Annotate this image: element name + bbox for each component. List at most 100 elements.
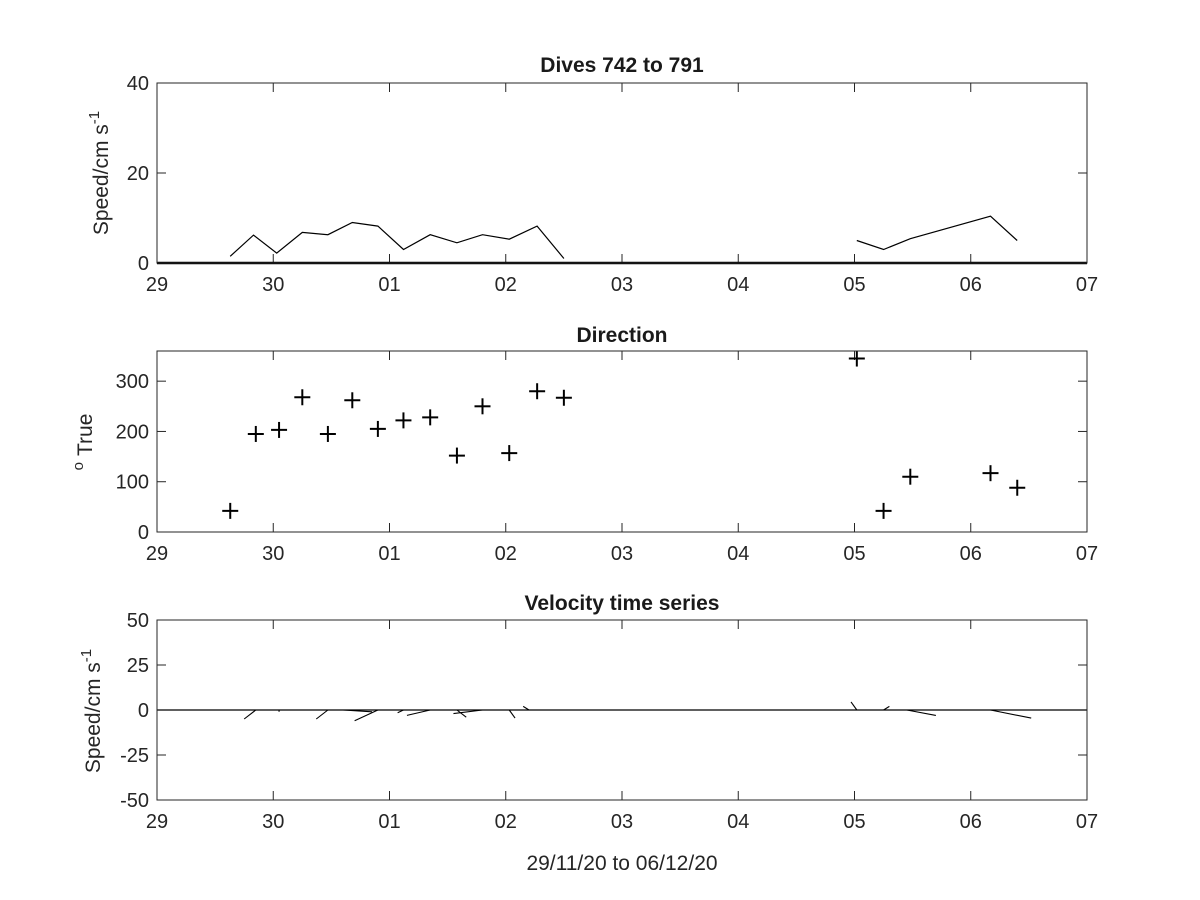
velocity-panel-stick <box>906 709 936 716</box>
velocity-panel-x-tick-label: 05 <box>843 811 865 833</box>
velocity-panel-axes-box <box>156 619 1088 801</box>
direction-panel: Direction oTrue 29 30 01 02 03 04 05 06 07 01002… <box>70 324 1098 565</box>
speed-panel-ylabel: Speed/cm s-1 <box>86 111 113 235</box>
speed-panel-y-tick-label: 40 <box>127 73 149 95</box>
direction-panel-x-tick-label: 30 <box>262 543 284 565</box>
velocity-panel-x-ticks: 29 30 01 02 03 04 05 06 07 <box>146 620 1098 833</box>
direction-panel-point <box>319 425 336 442</box>
direction-panel-ylabel-text: True <box>74 414 97 456</box>
direction-panel-point <box>982 465 999 482</box>
speed-panel-ylabel-text: Speed/cm s <box>90 124 113 235</box>
direction-panel-y-tick-label: 300 <box>116 371 149 393</box>
direction-panel-axes-box <box>156 350 1088 533</box>
speed-panel-x-tick-label: 05 <box>843 274 865 296</box>
speed-panel-x-tick-label: 03 <box>611 274 633 296</box>
velocity-panel-y-tick-label: -25 <box>120 745 149 767</box>
direction-panel-x-tick-label: 01 <box>378 543 400 565</box>
velocity-panel-stick <box>342 709 373 713</box>
speed-panel-y-tick-label: 0 <box>138 253 149 275</box>
direction-panel-x-tick-label: 03 <box>611 543 633 565</box>
direction-panel-x-tick-label: 06 <box>960 543 982 565</box>
speed-panel-x-tick-label: 04 <box>727 274 749 296</box>
speed-panel-ylabel-exponent: -1 <box>86 111 103 124</box>
velocity-panel-y-tick-label: 25 <box>127 655 149 677</box>
direction-panel-y-tick-label: 200 <box>116 421 149 443</box>
direction-panel-point <box>422 409 439 426</box>
direction-panel-point <box>529 383 546 400</box>
velocity-panel-stick <box>508 709 516 719</box>
direction-panel-point <box>247 425 264 442</box>
velocity-panel-x-tick-label: 29 <box>146 811 168 833</box>
direction-panel-point <box>555 389 572 406</box>
speed-panel: Dives 742 to 791 Speed/cm s-1 29 30 01 02 03… <box>86 54 1098 296</box>
direction-panel-x-ticks: 29 30 01 02 03 04 05 06 07 <box>146 351 1098 565</box>
speed-panel-x-tick-label: 29 <box>146 274 168 296</box>
velocity-panel-stick <box>406 709 431 716</box>
velocity-panel-stick <box>850 701 858 711</box>
direction-panel-x-tick-label: 07 <box>1076 543 1098 565</box>
velocity-panel-y-tick-label: 0 <box>138 700 149 722</box>
speed-panel-x-tick-label: 07 <box>1076 274 1098 296</box>
velocity-panel-stick <box>354 709 379 722</box>
direction-panel-points <box>222 350 1026 519</box>
direction-panel-point <box>501 445 518 462</box>
velocity-panel-y-tick-label: 50 <box>127 610 149 632</box>
direction-panel-title: Direction <box>576 324 667 347</box>
direction-panel-x-tick-label: 05 <box>843 543 865 565</box>
direction-panel-point <box>902 468 919 485</box>
speed-panel-axes-box <box>156 82 1088 264</box>
velocity-panel-ylabel-exponent: -1 <box>78 649 95 662</box>
speed-panel-x-tick-label: 02 <box>495 274 517 296</box>
direction-panel-ylabel: o True <box>70 414 97 471</box>
velocity-panel-stick <box>990 709 1032 719</box>
direction-panel-point <box>474 398 491 415</box>
velocity-panel-ylabel: Speed/cm s-1 <box>78 649 105 773</box>
velocity-panel-x-tick-label: 04 <box>727 811 749 833</box>
velocity-panel-x-tick-label: 06 <box>960 811 982 833</box>
direction-panel-y-tick-label: 100 <box>116 472 149 494</box>
speed-panel-series-line <box>856 215 1018 251</box>
velocity-panel: Velocity time series Speed/cm s-1 29 30 01… <box>78 592 1098 875</box>
velocity-panel-sticks <box>157 701 1087 722</box>
velocity-panel-y-ticks: -50 -25 0 25 50 <box>120 610 1087 812</box>
velocity-panel-x-tick-label: 02 <box>495 811 517 833</box>
direction-panel-ylabel-prefix: o <box>70 462 87 470</box>
speed-panel-y-tick-label: 20 <box>127 163 149 185</box>
direction-panel-point <box>448 447 465 464</box>
speed-panel-title: Dives 742 to 791 <box>540 54 704 77</box>
velocity-panel-x-tick-label: 03 <box>611 811 633 833</box>
direction-panel-y-tick-label: 0 <box>138 522 149 544</box>
direction-panel-point <box>875 502 892 519</box>
velocity-panel-stick <box>397 709 404 714</box>
speed-panel-x-tick-label: 01 <box>378 274 400 296</box>
direction-panel-y-ticks: 0 100 200 300 <box>116 371 1087 544</box>
direction-panel-point <box>848 350 865 367</box>
velocity-panel-x-tick-label: 01 <box>378 811 400 833</box>
velocity-panel-xlabel: 29/11/20 to 06/12/20 <box>526 852 717 875</box>
speed-panel-x-tick-label: 30 <box>262 274 284 296</box>
direction-panel-point <box>294 389 311 406</box>
velocity-panel-y-tick-label: -50 <box>120 790 149 812</box>
velocity-panel-stick <box>243 709 257 720</box>
direction-panel-x-tick-label: 29 <box>146 543 168 565</box>
velocity-panel-ylabel-text: Speed/cm s <box>82 662 105 773</box>
velocity-panel-stick <box>315 709 329 720</box>
speed-panel-x-tick-label: 06 <box>960 274 982 296</box>
direction-panel-point <box>271 421 288 438</box>
direction-panel-point <box>222 502 239 519</box>
direction-panel-x-tick-label: 02 <box>495 543 517 565</box>
direction-panel-x-tick-label: 04 <box>727 543 749 565</box>
velocity-panel-title: Velocity time series <box>525 592 720 615</box>
velocity-panel-x-tick-label: 30 <box>262 811 284 833</box>
direction-panel-point <box>344 392 361 409</box>
velocity-panel-stick <box>453 709 483 715</box>
direction-panel-point <box>395 412 412 429</box>
velocity-panel-stick <box>522 705 530 711</box>
velocity-panel-stick <box>456 709 467 718</box>
velocity-panel-stick <box>883 705 890 711</box>
speed-panel-series-line <box>229 221 565 259</box>
direction-panel-point <box>369 420 386 437</box>
velocity-panel-x-tick-label: 07 <box>1076 811 1098 833</box>
